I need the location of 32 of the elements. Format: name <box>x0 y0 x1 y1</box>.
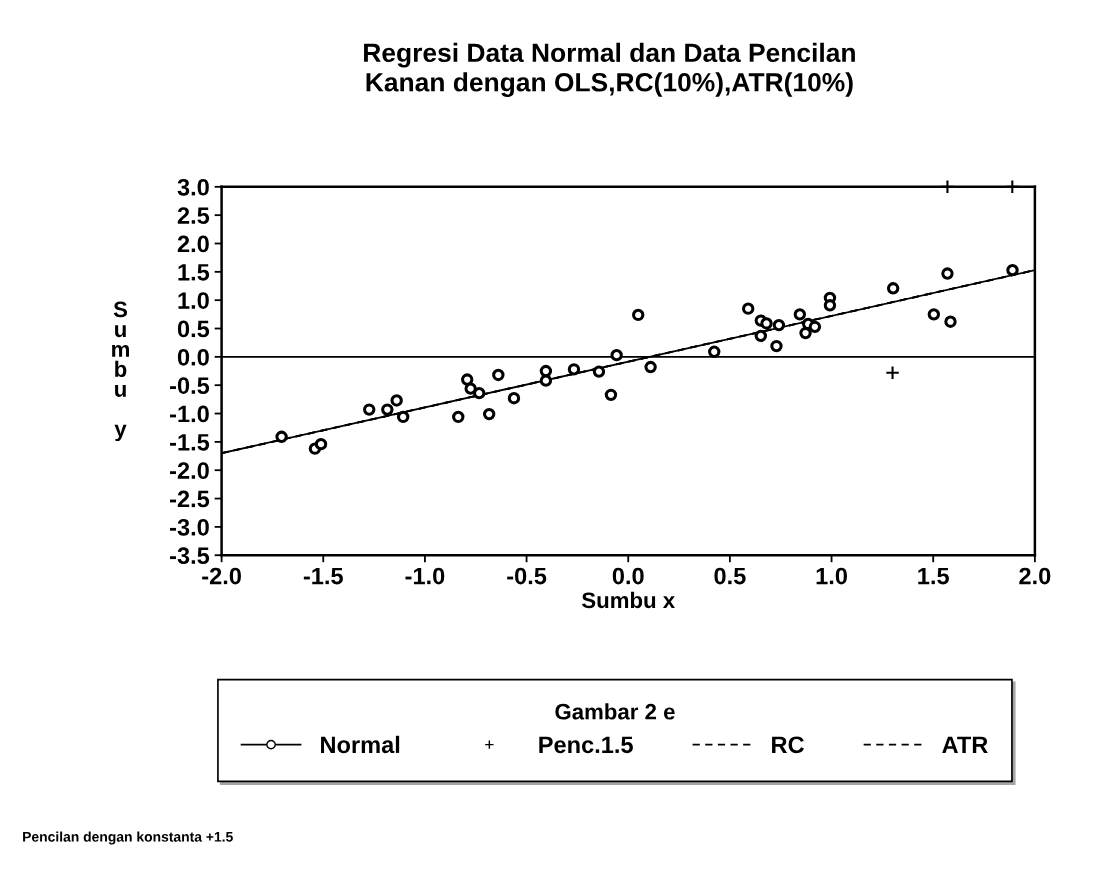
y-tick-label: -2.0 <box>170 462 209 479</box>
text: Sumbu y <box>112 301 129 442</box>
y-tick-label: 3.0 <box>177 178 209 196</box>
y-tick-label: 0.0 <box>177 348 209 366</box>
y-tick-label: 2.5 <box>177 207 210 224</box>
x-tick-label: 0.5 <box>714 567 746 585</box>
x-tick-label: -1.5 <box>303 567 343 585</box>
y-tick-label: -3.5 <box>170 547 210 565</box>
legend-title: Gambar 2 e <box>555 703 675 720</box>
y-tick-label: -3.0 <box>170 518 209 536</box>
y-tick-label: 2.0 <box>177 235 209 253</box>
y-tick-label: 1.0 <box>178 292 209 309</box>
legend-label: Penc.1.5 <box>539 736 633 754</box>
legend-label: Normal <box>321 735 400 754</box>
x-tick-label: 0.0 <box>612 567 644 585</box>
chart-title: Regresi Data Normal dan Data Pencilan Kanan dengan OLS,RC(10%),ATR(10%) <box>364 42 855 97</box>
x-axis-title: Sumbu x <box>581 591 675 609</box>
y-tick-label: -1.0 <box>170 405 209 423</box>
x-tick-label: -0.5 <box>507 567 547 585</box>
legend-label: ATR <box>942 736 988 753</box>
y-tick-label: 0.5 <box>177 320 210 338</box>
legend-label: RC <box>772 736 804 754</box>
x-tick-label: 1.5 <box>918 567 949 585</box>
y-tick-label: -1.5 <box>170 434 210 451</box>
y-tick-label: 1.5 <box>178 264 210 281</box>
x-tick-label: 1.0 <box>816 567 847 585</box>
x-tick-label: -2.0 <box>202 567 241 585</box>
text: Pencilan dengan konstanta +1.5 <box>23 831 233 845</box>
x-tick-label: -1.0 <box>405 567 445 585</box>
y-tick-label: -2.5 <box>170 490 210 508</box>
y-tick-label: -0.5 <box>170 377 210 394</box>
x-tick-label: 2.0 <box>1019 567 1051 585</box>
